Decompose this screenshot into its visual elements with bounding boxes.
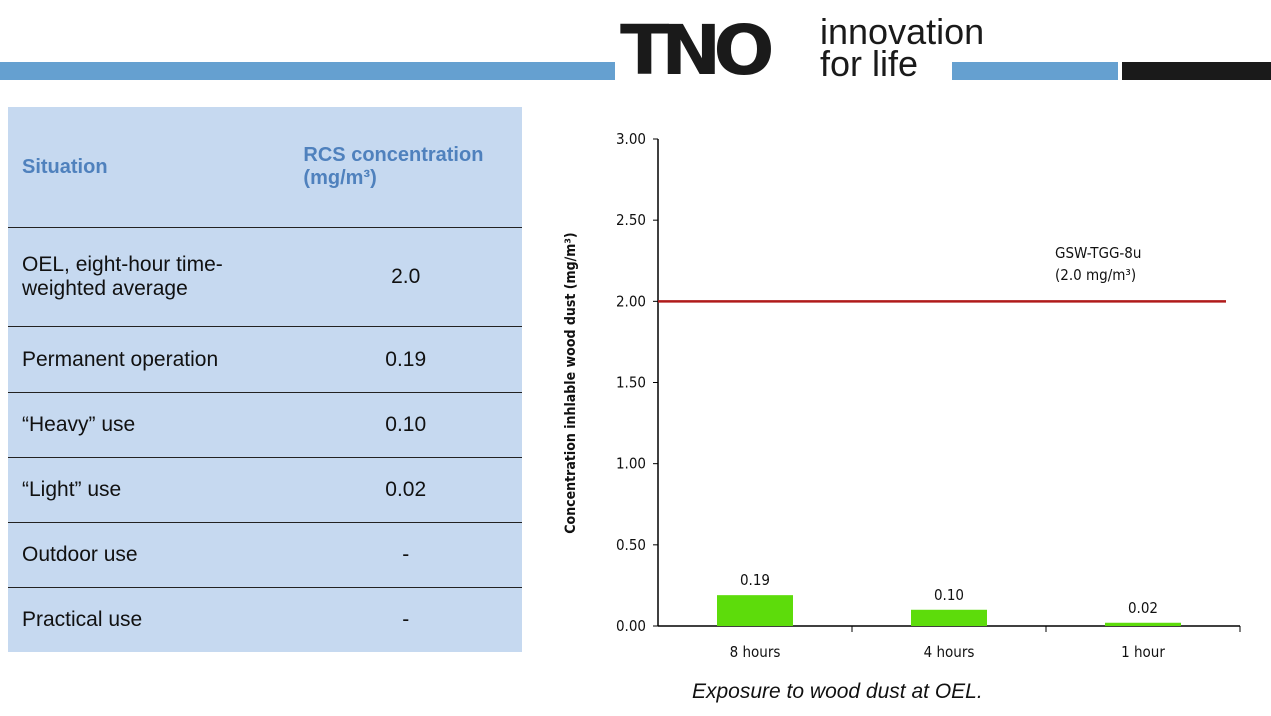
- data-label: 0.19: [740, 571, 770, 589]
- header-band-right-black: [1122, 62, 1271, 80]
- y-tick-label: 1.50: [616, 374, 646, 392]
- chart-caption: Exposure to wood dust at OEL.: [692, 680, 983, 703]
- bar: [717, 595, 793, 626]
- table-row: Permanent operation 0.19: [8, 326, 522, 393]
- x-tick-label: 1 hour: [1121, 643, 1165, 661]
- y-tick-label: 3.00: [616, 130, 646, 148]
- reference-line-label: GSW-TGG-8u: [1055, 244, 1141, 262]
- tagline-line-1: innovation: [820, 11, 985, 52]
- cell-value: -: [402, 607, 410, 631]
- table-row: Outdoor use -: [8, 522, 522, 588]
- header-band-right-blue: [952, 62, 1118, 80]
- table-row: “Heavy” use 0.10: [8, 392, 522, 458]
- tagline-line-2: for life: [820, 43, 919, 84]
- cell-value: 0.19: [289, 326, 522, 393]
- cell-value: 0.10: [289, 392, 522, 458]
- logo-wordmark: TNO: [620, 10, 775, 90]
- table-row: “Light” use 0.02: [8, 457, 522, 523]
- header-concentration: RCS concentration (mg/m³): [289, 107, 522, 228]
- bar: [911, 609, 987, 626]
- concentration-table: Situation RCS concentration (mg/m³) OEL,…: [8, 107, 522, 652]
- cell-situation: Practical use: [22, 607, 143, 631]
- x-tick-label: 8 hours: [730, 643, 781, 661]
- bar: [1105, 622, 1181, 626]
- y-tick-label: 2.00: [616, 292, 646, 310]
- cell-situation: Outdoor use: [8, 522, 290, 588]
- cell-situation: “Heavy” use: [8, 392, 290, 458]
- y-tick-label: 1.00: [616, 455, 646, 473]
- header-situation: Situation: [8, 107, 290, 228]
- reference-line-label: (2.0 mg/m³): [1055, 266, 1136, 284]
- cell-situation: Permanent operation: [8, 326, 290, 393]
- logo-tagline: innovation for life: [820, 14, 984, 82]
- y-axis-label: Concentration inhlable wood dust (mg/m³): [563, 232, 579, 533]
- table-row: Practical use -: [8, 588, 522, 652]
- cell-value: 2.0: [289, 227, 522, 327]
- y-tick-label: 0.50: [616, 536, 646, 554]
- data-label: 0.10: [934, 586, 964, 604]
- data-label: 0.02: [1128, 599, 1158, 617]
- y-tick-label: 0.00: [616, 617, 646, 635]
- table-header-row: Situation RCS concentration (mg/m³): [8, 107, 522, 228]
- cell-value: -: [289, 522, 522, 588]
- cell-situation: “Light” use: [8, 457, 290, 523]
- x-tick-label: 4 hours: [924, 643, 975, 661]
- cell-value: 0.02: [289, 457, 522, 523]
- header-band-left: [0, 62, 615, 80]
- cell-situation: OEL, eight-hour time-weighted average: [8, 227, 290, 327]
- y-tick-label: 2.50: [616, 211, 646, 229]
- table-row: OEL, eight-hour time-weighted average 2.0: [8, 227, 522, 327]
